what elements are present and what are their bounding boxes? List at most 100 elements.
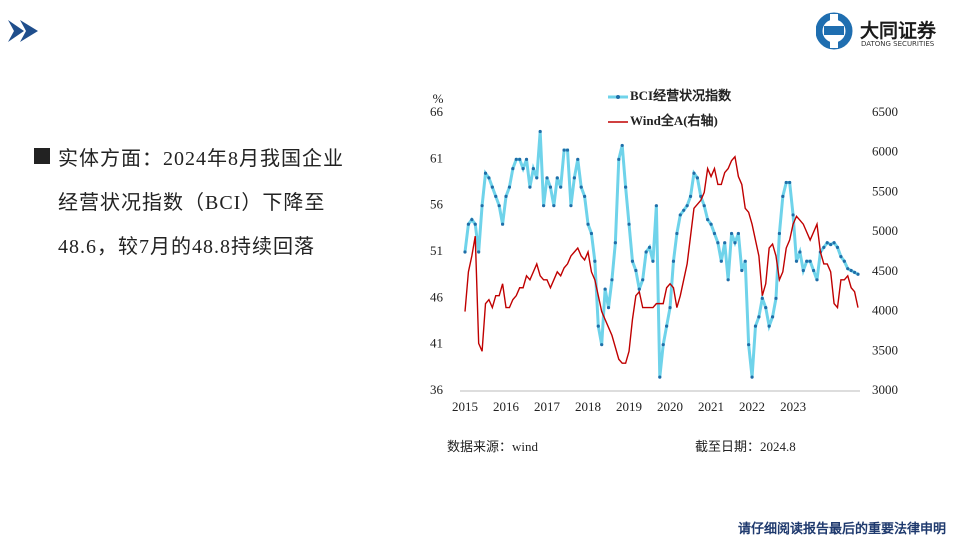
x-tick-label: 2017 [534,399,561,414]
point [842,259,846,263]
point [781,194,785,198]
x-tick-label: 2020 [657,399,683,414]
point [555,176,559,180]
point [562,148,566,152]
y2-tick-label: 5000 [872,223,898,238]
point [559,185,563,189]
point [767,324,771,328]
x-tick-label: 2023 [780,399,806,414]
point [688,194,693,198]
point [613,241,617,245]
point [583,194,587,198]
point [535,176,539,180]
point [770,315,775,319]
point [665,324,669,328]
disclaimer: 请仔细阅读报告最后的重要法律申明 [737,521,946,536]
y2-tick-label: 4500 [872,263,898,278]
point [849,268,853,273]
point [651,259,655,263]
x-tick-label: 2021 [698,399,724,414]
point [811,268,816,273]
point [637,287,641,291]
point [706,217,710,222]
body-line: 经营状况指数（BCI）下降至 [58,192,326,214]
x-tick-label: 2022 [739,399,765,414]
point [788,180,792,185]
point [784,180,788,185]
point [470,217,474,222]
point [579,185,583,189]
point [777,231,782,236]
point [774,296,778,300]
y-tick-label: 36 [430,382,444,397]
point [483,171,488,175]
point [603,287,607,291]
y2-tick-label: 6500 [872,104,898,119]
point [490,185,494,189]
point [671,259,676,263]
y-axis-label: % [433,91,444,106]
point [791,213,795,217]
point [620,143,624,148]
point [473,222,477,226]
point [654,204,658,208]
point [822,245,826,249]
point [565,148,570,152]
point [750,375,754,379]
point [668,306,672,310]
source: 数据来源：wind [447,439,539,454]
point [736,231,740,236]
point [600,343,604,347]
y-tick-label: 61 [430,150,443,165]
point [661,343,665,347]
point [685,204,689,208]
point [545,176,549,180]
point [552,204,556,208]
point [808,259,812,263]
series-line [463,131,859,378]
point [729,231,734,236]
point [846,267,850,271]
point [463,250,467,254]
point [572,176,576,180]
point [760,296,764,300]
y-tick-label: 56 [430,197,444,212]
y-tick-label: 41 [430,336,443,351]
point [524,157,529,161]
point [518,157,522,161]
point [856,272,860,276]
y-tick-label: 51 [430,243,443,258]
point [829,242,833,247]
point [593,259,597,263]
legend-label: BCI经营状况指数 [630,88,732,103]
point [514,157,518,161]
point [497,204,501,208]
point [500,222,505,226]
point [487,176,491,180]
legend-marker [616,95,620,99]
y2-tick-label: 3500 [872,342,898,357]
y-tick-label: 66 [430,104,444,119]
arrow-icon [8,20,38,42]
point [702,204,706,208]
point [658,375,662,379]
logo-subtext: DATONG SECURITIES [861,40,935,48]
point [542,204,546,208]
point [617,157,621,161]
point [576,157,580,161]
x-tick-label: 2018 [575,399,601,414]
point [624,185,628,189]
point [548,185,553,189]
point [589,231,594,236]
point [709,222,713,226]
point [675,231,679,236]
point [647,245,652,249]
point [835,245,840,249]
point [801,268,805,273]
point [528,185,532,189]
point [692,171,696,175]
point [586,222,590,226]
point [757,315,761,319]
